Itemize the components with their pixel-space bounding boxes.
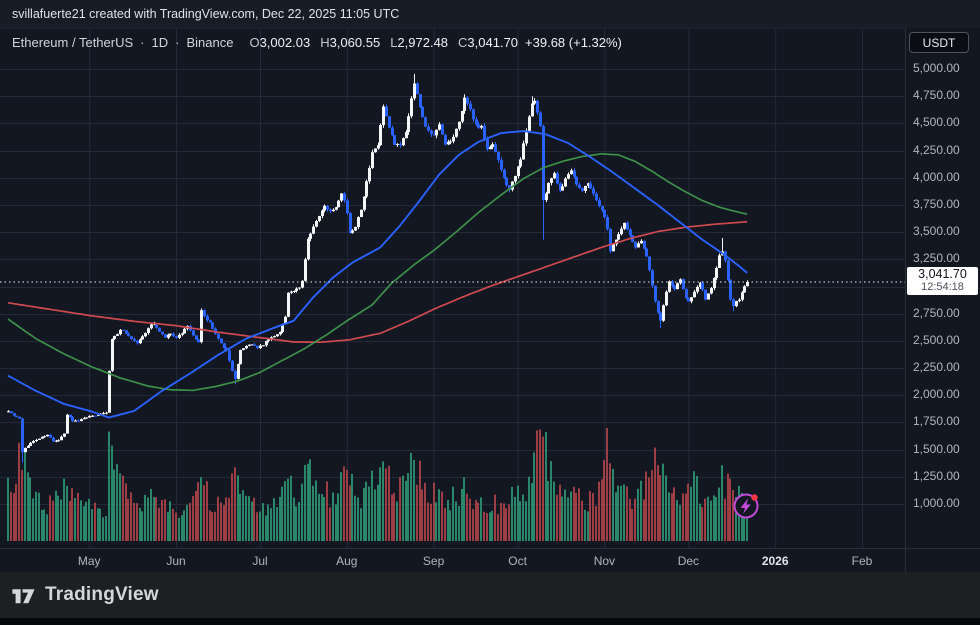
- axis-corner: [905, 548, 980, 572]
- tradingview-logo-icon[interactable]: [10, 582, 37, 609]
- price-chart-canvas[interactable]: [0, 29, 905, 549]
- price-axis-tick: 2,000.00: [913, 387, 960, 402]
- time-axis[interactable]: May Jun Jul Aug Sep Oct Nov Dec 2026 Feb: [0, 548, 906, 572]
- ma-mid-green: [7, 152, 748, 392]
- symbol-title[interactable]: Ethereum / TetherUS: [12, 34, 134, 50]
- ohlc-high: H3,060.55: [320, 34, 381, 50]
- symbol-legend[interactable]: Ethereum / TetherUS · 1D · Binance O3,00…: [12, 34, 622, 50]
- interval-label[interactable]: 1D: [151, 34, 169, 50]
- price-axis-tick: 2,500.00: [913, 332, 960, 347]
- time-axis-label: Sep: [422, 554, 445, 568]
- separator-dot: ·: [140, 34, 145, 50]
- time-axis-label: Feb: [851, 554, 873, 568]
- time-axis-label: Oct: [508, 554, 527, 568]
- last-price-label: 3,041.70 12:54:18: [907, 266, 978, 295]
- price-axis-tick: 3,750.00: [913, 196, 960, 211]
- time-axis-label: 2026: [761, 554, 789, 568]
- ma-fast-blue: [7, 130, 748, 419]
- price-axis-tick: 4,000.00: [913, 169, 960, 184]
- price-axis-tick: 1,750.00: [913, 414, 960, 429]
- ohlc-close: C3,041.70: [458, 34, 519, 50]
- price-axis-tick: 3,250.00: [913, 251, 960, 266]
- price-axis-tick: 1,000.00: [913, 496, 960, 510]
- time-axis-label: Dec: [677, 554, 700, 568]
- attribution-text: svillafuerte21 created with TradingView.…: [12, 7, 400, 21]
- ma-slow-red: [7, 220, 748, 344]
- time-axis-label: May: [77, 554, 101, 568]
- currency-toggle-button[interactable]: USDT: [909, 32, 969, 53]
- attribution-bar: svillafuerte21 created with TradingView.…: [0, 0, 980, 28]
- price-axis-tick: 1,250.00: [913, 468, 960, 483]
- exchange-label: Binance: [186, 34, 234, 50]
- moving-averages-layer: [7, 130, 748, 419]
- bottom-strip: [0, 618, 980, 625]
- price-axis-tick: 4,250.00: [913, 142, 960, 157]
- candles-layer: [7, 73, 749, 463]
- lightning-action-icon[interactable]: [733, 493, 759, 519]
- time-axis-label: Nov: [593, 554, 616, 568]
- price-axis-tick: 3,500.00: [913, 224, 960, 239]
- price-axis-tick: 4,750.00: [913, 88, 960, 103]
- price-axis[interactable]: USDT 5,000.00 4,750.00 4,500.00 4,250.00 4,0…: [905, 28, 980, 572]
- time-axis-label: Jun: [166, 554, 186, 568]
- grid-layer: [0, 29, 905, 549]
- footer-bar: TradingView: [0, 572, 980, 618]
- price-axis-tick: 5,000.00: [913, 61, 960, 75]
- ohlc-open: O3,002.03: [249, 34, 311, 50]
- change-label: +39.68 (+1.32%): [525, 34, 622, 50]
- tradingview-brand-text[interactable]: TradingView: [45, 584, 159, 605]
- time-axis-label: Jul: [252, 554, 268, 568]
- chart-pane[interactable]: Ethereum / TetherUS · 1D · Binance O3,00…: [0, 28, 905, 549]
- price-axis-tick: 1,500.00: [913, 441, 960, 456]
- bar-countdown: 12:54:18: [921, 280, 964, 293]
- volume-layer: [7, 428, 748, 541]
- last-price-value: 3,041.70: [918, 266, 967, 281]
- price-axis-tick: 2,750.00: [913, 305, 960, 320]
- separator-dot: ·: [175, 34, 180, 50]
- price-axis-tick: 4,500.00: [913, 115, 960, 130]
- time-axis-label: Aug: [336, 554, 358, 568]
- ohlc-low: L2,972.48: [390, 34, 449, 50]
- price-axis-tick: 2,250.00: [913, 360, 960, 375]
